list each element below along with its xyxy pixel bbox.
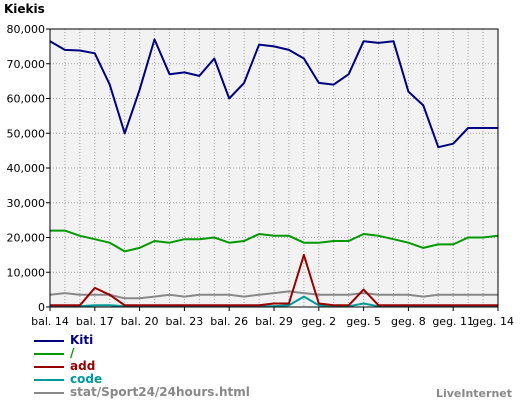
line-chart: Kiekis 0 10,000 20,000 30,000 40,000 50,000 60… [4,2,514,328]
y-tick-label: 0 [38,301,45,314]
legend-swatch-add [34,366,64,368]
legend-label-code: code [70,372,103,386]
x-tick-label: geg. 2 [301,315,336,328]
series-line-kiti [49,38,498,149]
legend-swatch-root [34,353,64,355]
series-line- [50,229,499,253]
y-axis-ticks: 0 10,000 20,000 30,000 40,000 50,000 60,000 70,… [7,23,50,314]
x-tick-label: bal. 23 [166,315,204,328]
legend-swatch-code [34,379,64,381]
y-tick-label: 50,000 [7,127,46,140]
legend-label-root: / [70,346,75,360]
series-line-add [50,253,498,307]
x-tick-label: bal. 17 [76,315,114,328]
legend-label-kiti: Kiti [70,333,94,347]
y-tick-label: 20,000 [7,232,46,245]
x-tick-label: bal. 26 [210,315,248,328]
legend-swatch-kiti [34,340,64,342]
y-tick-label: 30,000 [7,197,46,210]
y-axis-title: Kiekis [4,2,45,16]
y-tick-label: 40,000 [7,162,46,175]
plot-frame [49,28,499,308]
legend-label-stat-page: stat/Sport24/24hours.html [70,385,250,399]
x-tick-label: geg. 5 [346,315,381,328]
y-tick-label: 70,000 [7,58,46,71]
liveinternet-brand: LiveInternet [435,387,512,400]
y-tick-label: 80,000 [7,23,46,36]
grid-lines [50,28,498,307]
x-tick-label: bal. 29 [255,315,293,328]
y-tick-label: 10,000 [7,266,46,279]
x-axis-ticks: bal. 14 bal. 17 bal. 20 bal. 23 bal. 26 bal. … [31,307,514,328]
x-tick-label: geg. 14 [472,315,514,328]
x-tick-label: geg. 8 [391,315,426,328]
series-lines [49,38,499,308]
x-tick-label: bal. 14 [31,315,69,328]
legend-swatch-stat-page [34,392,64,394]
x-tick-label: bal. 20 [121,315,159,328]
legend-label-add: add [70,359,96,373]
series-line-stat-sport24-24hours-html [49,290,498,300]
x-tick-label: geg. 11 [432,315,474,328]
y-tick-label: 60,000 [7,93,46,106]
